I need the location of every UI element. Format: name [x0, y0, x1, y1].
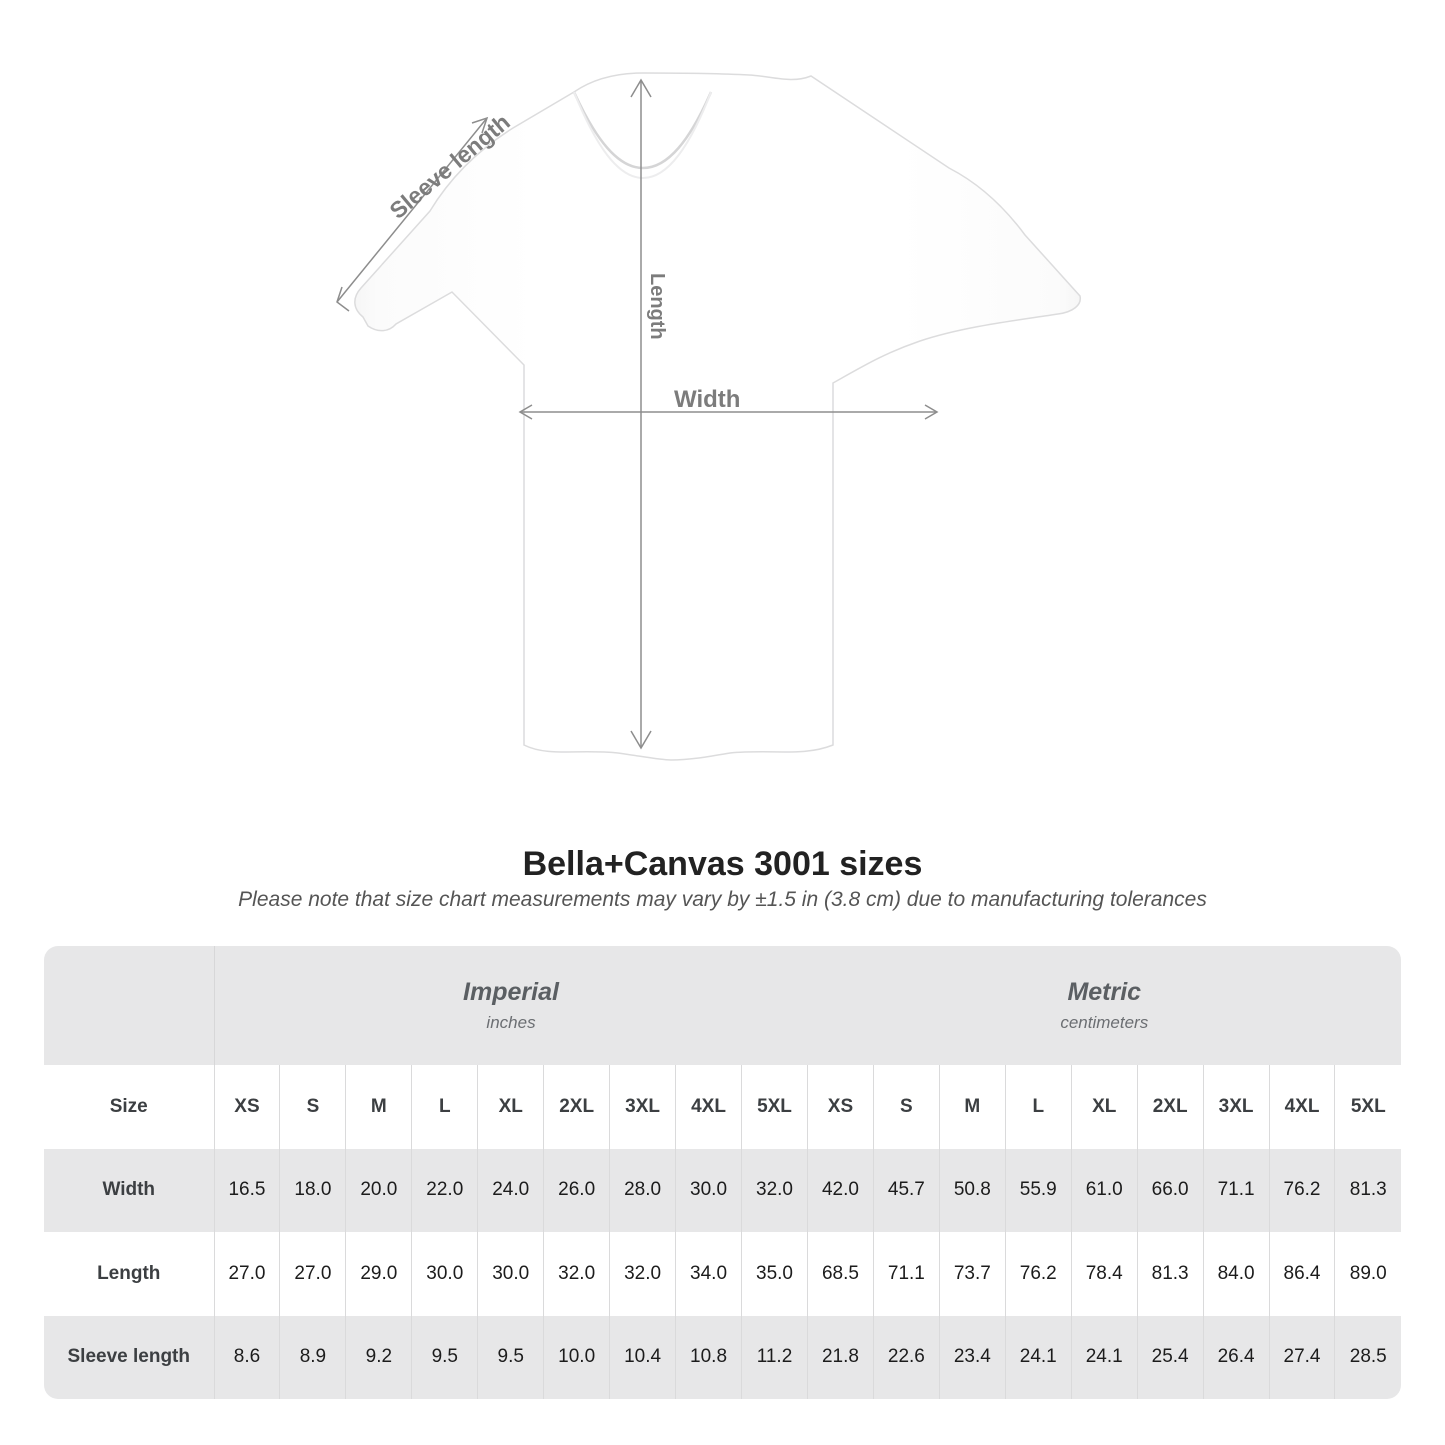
- svg-text:Width: Width: [674, 386, 740, 413]
- svg-text:Length: Length: [646, 273, 668, 340]
